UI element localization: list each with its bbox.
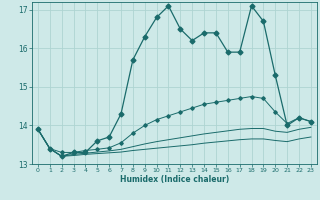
X-axis label: Humidex (Indice chaleur): Humidex (Indice chaleur) [120, 175, 229, 184]
